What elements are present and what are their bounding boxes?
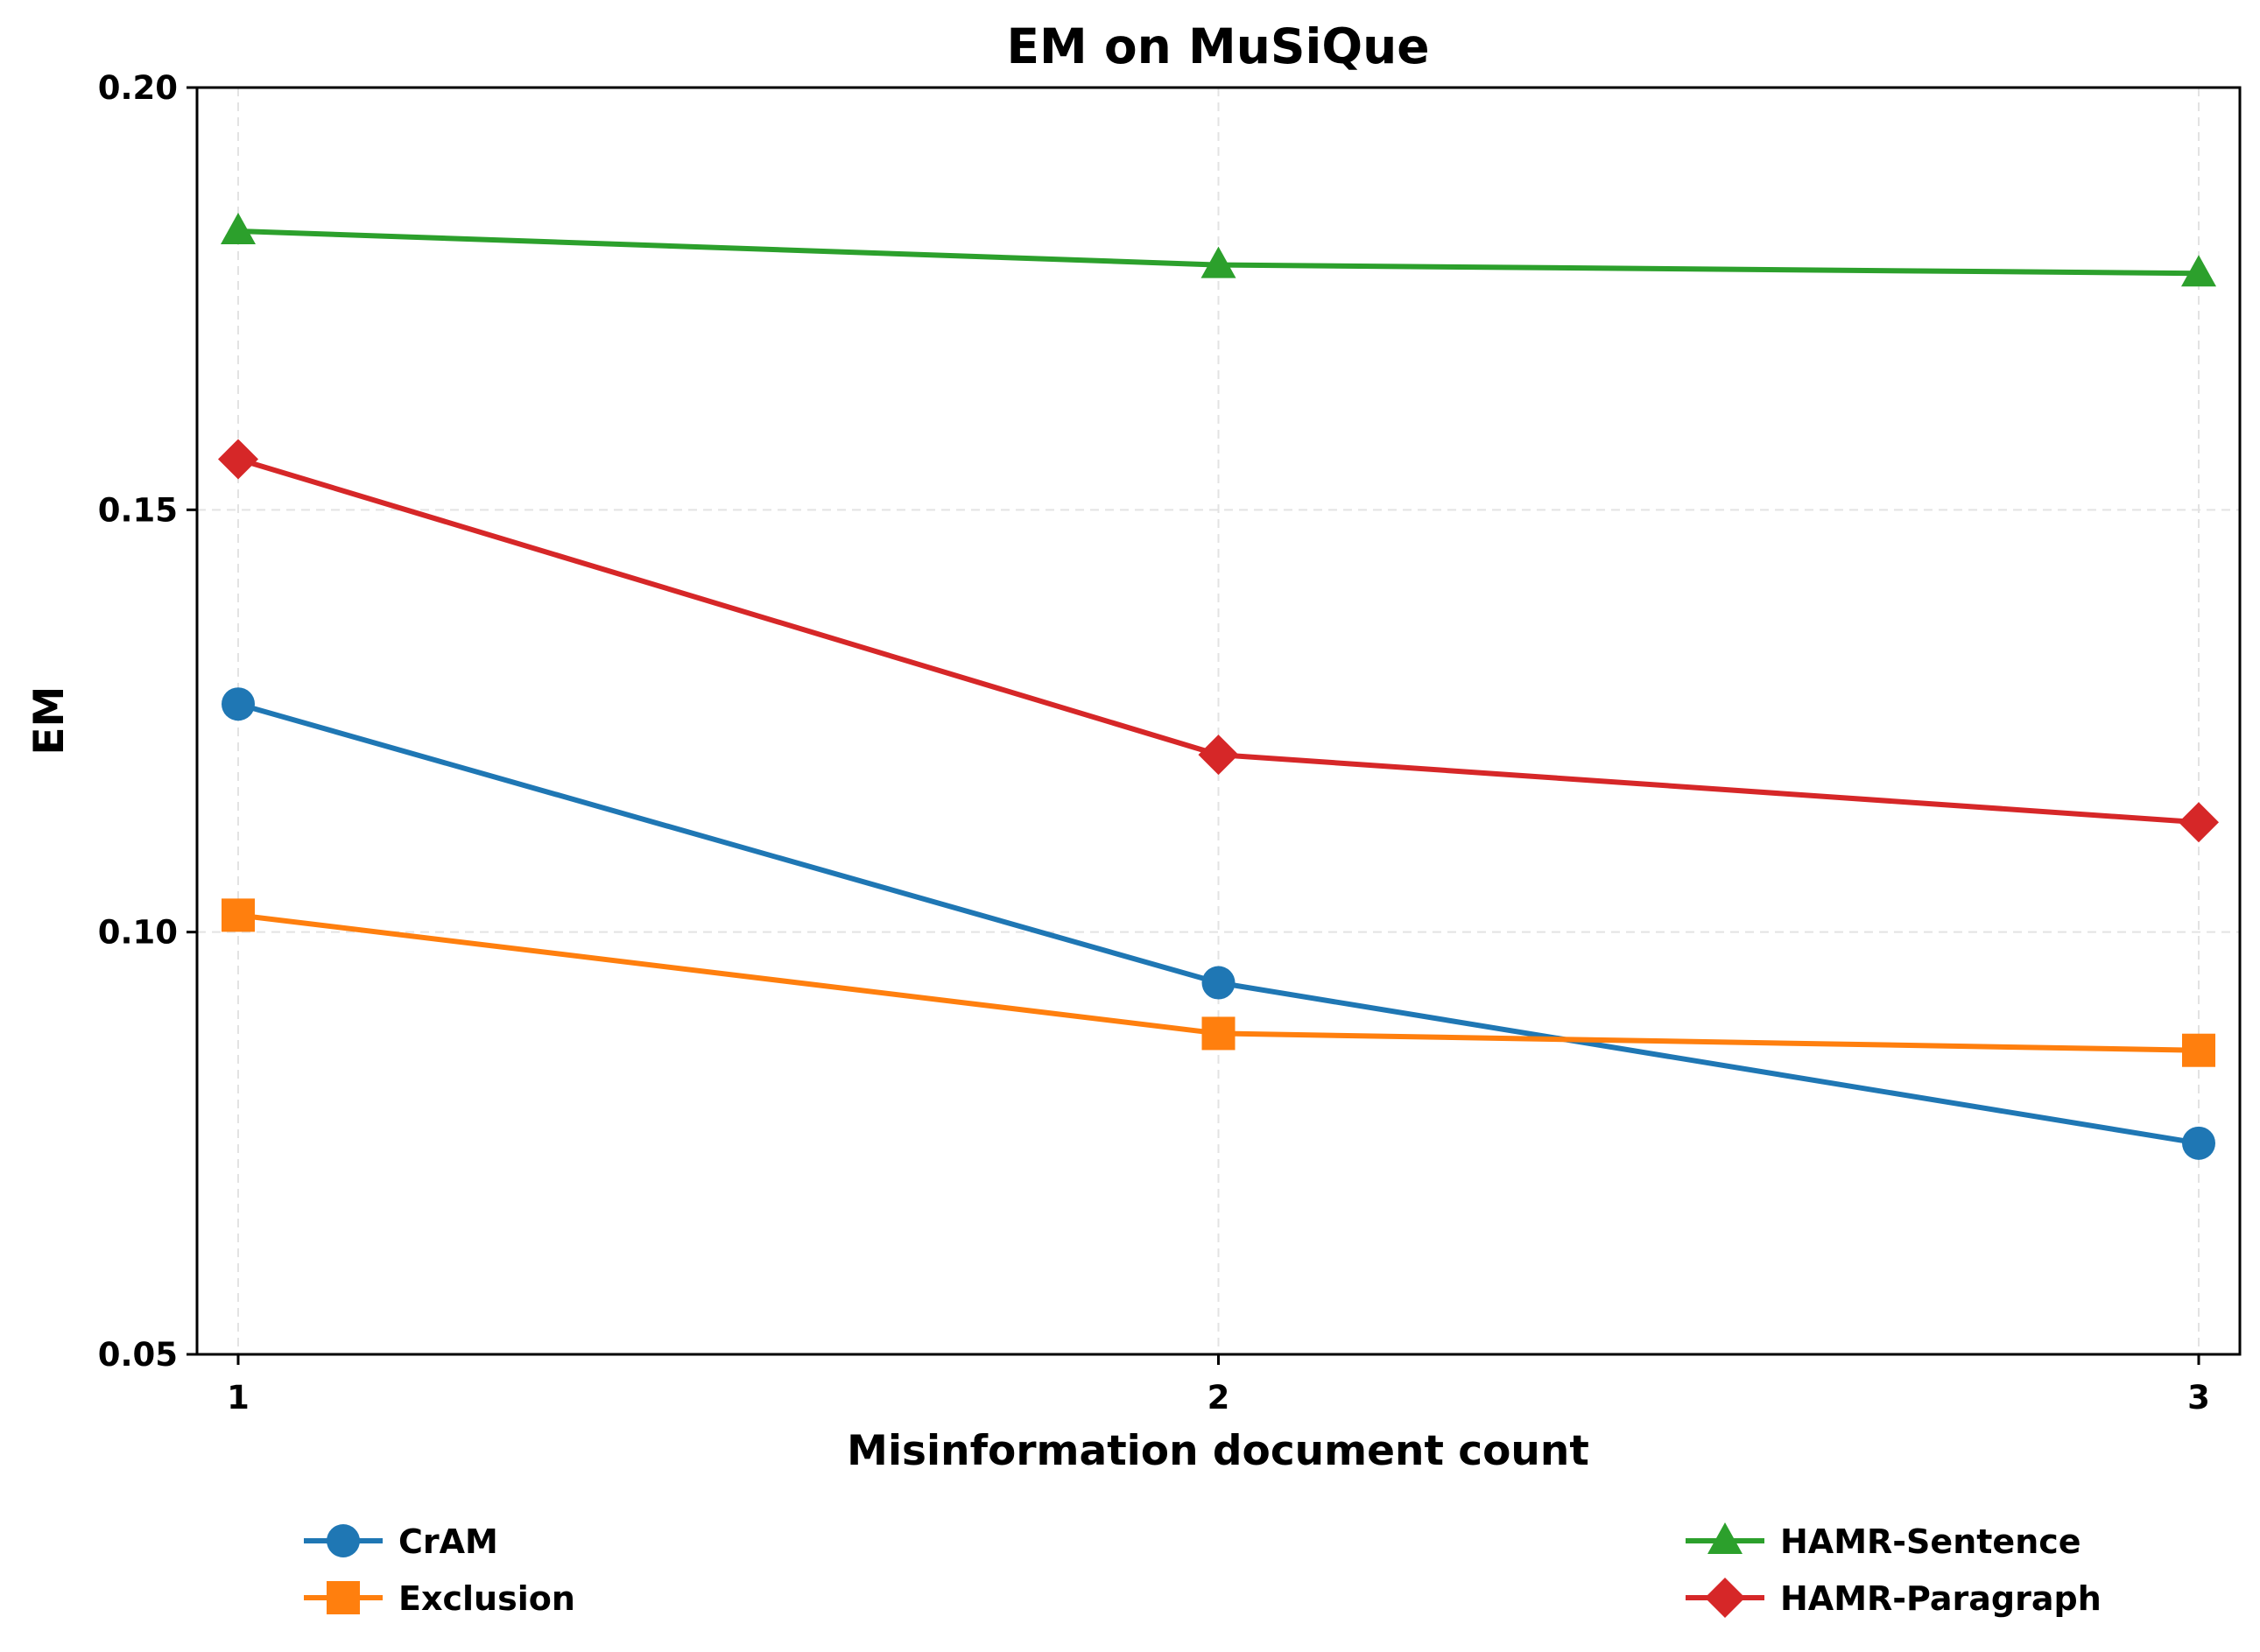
y-axis-label: EM — [25, 686, 74, 756]
legend-label-hamr-sentence: HAMR-Sentence — [1780, 1522, 2081, 1561]
data-point-hamr-sentence — [1200, 246, 1236, 278]
y-tick-label: 0.10 — [98, 914, 178, 952]
data-point-exclusion — [222, 898, 255, 932]
axis-ticks: 1 2 3 0.05 0.10 0.15 0.20 — [98, 69, 2210, 1417]
x-tick-label: 3 — [2187, 1379, 2210, 1417]
data-point-cram — [1201, 966, 1236, 1000]
data-point-cram — [222, 687, 255, 721]
data-point-hamr-sentence — [2181, 255, 2216, 287]
data-point-cram — [2182, 1126, 2215, 1160]
series-group — [218, 212, 2219, 1160]
y-tick-label: 0.20 — [98, 69, 178, 107]
legend-label-exclusion: Exclusion — [398, 1579, 575, 1618]
x-tick-label: 2 — [1207, 1379, 1230, 1417]
y-tick-label: 0.05 — [98, 1336, 178, 1374]
data-point-hamr-paragraph — [218, 439, 258, 480]
data-point-exclusion — [2182, 1033, 2215, 1067]
x-tick-label: 1 — [227, 1379, 250, 1417]
data-point-hamr-paragraph — [2179, 802, 2219, 843]
legend-marker-cram — [327, 1524, 360, 1557]
legend: CrAM Exclusion HAMR-Sentence HAMR-Paragraph — [304, 1522, 2102, 1618]
legend-marker-hamr-sentence — [1707, 1522, 1743, 1554]
legend-label-hamr-paragraph: HAMR-Paragraph — [1780, 1579, 2102, 1618]
y-tick-label: 0.15 — [98, 491, 178, 529]
data-point-hamr-paragraph — [1198, 735, 1239, 776]
data-point-hamr-sentence — [221, 212, 256, 244]
legend-marker-hamr-paragraph — [1705, 1578, 1745, 1618]
chart-title: EM on MuSiQue — [1006, 18, 1429, 74]
data-point-exclusion — [1201, 1016, 1236, 1051]
legend-label-cram: CrAM — [398, 1522, 498, 1561]
x-axis-label: Misinformation document count — [847, 1427, 1589, 1475]
legend-marker-exclusion — [327, 1581, 360, 1614]
